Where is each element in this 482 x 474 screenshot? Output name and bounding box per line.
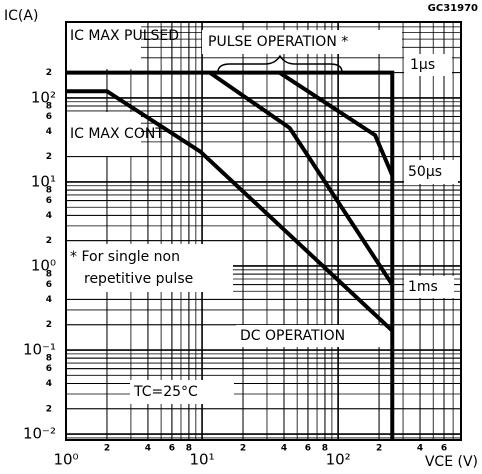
- y-axis-label: IC(A): [4, 8, 38, 24]
- x-tick-label: 10⁰: [53, 451, 78, 469]
- x-tick-label: 8: [322, 444, 328, 454]
- label-box: [202, 30, 402, 54]
- y-tick-label: 10⁻²: [23, 425, 56, 443]
- y-tick-label: 2: [46, 236, 52, 246]
- label-box: [130, 380, 234, 404]
- label-box: [67, 244, 233, 292]
- annotation: 1µs: [410, 57, 435, 73]
- y-tick-label: 2: [46, 404, 52, 414]
- y-tick-label: 10⁰: [31, 256, 56, 274]
- x-tick-label: 6: [169, 444, 175, 454]
- annotation: PULSE OPERATION *: [208, 34, 348, 50]
- y-tick-label: 4: [46, 295, 52, 305]
- x-tick-label: 4: [145, 444, 151, 454]
- curve: [208, 70, 394, 286]
- x-tick-label: 10²: [326, 451, 351, 469]
- label-box: [67, 23, 141, 69]
- plot-frame: [65, 21, 462, 441]
- figure-code: GC31970: [428, 3, 478, 14]
- x-tick-label: 10¹: [190, 451, 215, 469]
- y-tick-label: 8: [46, 102, 52, 112]
- annotation: IC MAX CONT: [70, 126, 164, 142]
- x-tick-label: 2: [376, 444, 382, 454]
- x-tick-label: 4: [417, 444, 423, 454]
- y-tick-label: 8: [46, 186, 52, 196]
- y-tick-label: 10²: [31, 88, 56, 106]
- y-tick-label: 2: [46, 320, 52, 330]
- series-label: 50µs: [408, 164, 442, 180]
- x-tick-label: 4: [281, 444, 287, 454]
- x-tick-label: 6: [305, 444, 311, 454]
- y-tick-label: 2: [46, 152, 52, 162]
- series-label: IC MAX PULSED: [70, 28, 179, 44]
- y-tick-label: 4: [46, 211, 52, 221]
- x-tick-label: 2: [104, 444, 110, 454]
- curve: [278, 70, 395, 177]
- y-tick-label: 6: [46, 112, 52, 122]
- annotation: TC=25°C: [133, 384, 198, 400]
- y-tick-label: 6: [46, 196, 52, 206]
- label-box: [404, 160, 458, 184]
- x-tick-label: 2: [240, 444, 246, 454]
- brace: [217, 54, 343, 73]
- grid: [65, 21, 462, 441]
- y-tick-label: 2: [46, 68, 52, 78]
- curve: [66, 89, 394, 333]
- y-tick-label: 8: [46, 270, 52, 280]
- curve: [66, 70, 395, 440]
- y-tick-label: 10¹: [31, 172, 56, 190]
- curves: [66, 23, 458, 440]
- annotation: repetitive pulse: [84, 271, 193, 287]
- y-tick-label: 4: [46, 379, 52, 389]
- x-axis-label: VCE (V): [425, 454, 478, 470]
- label-box: [67, 112, 141, 156]
- y-tick-label: 10⁻¹: [23, 341, 56, 359]
- series-label: 1ms: [408, 279, 438, 295]
- y-tick-label: 6: [46, 364, 52, 374]
- label-box: [404, 276, 454, 298]
- y-tick-label: 6: [46, 280, 52, 290]
- label-box: [404, 54, 452, 76]
- y-tick-label: 4: [46, 127, 52, 137]
- x-tick-label: 8: [186, 444, 192, 454]
- x-tick-label: 6: [441, 444, 447, 454]
- annotation: * For single non: [70, 249, 180, 265]
- series-label: DC OPERATION: [240, 328, 345, 344]
- y-tick-label: 8: [46, 354, 52, 364]
- label-box: [236, 325, 380, 347]
